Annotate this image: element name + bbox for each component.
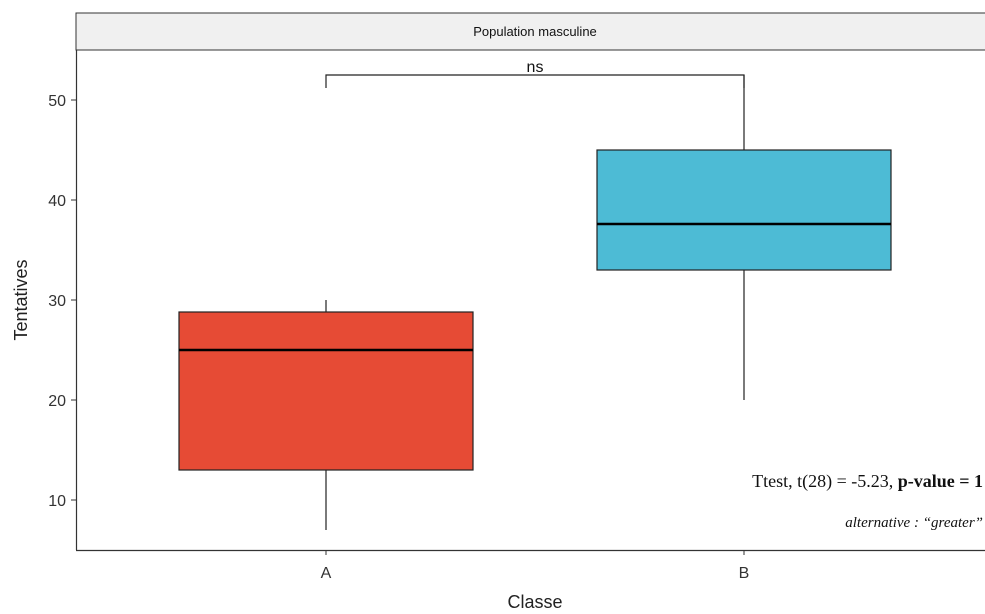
bracket-line (325, 74, 745, 88)
box-body (178, 311, 474, 471)
stat-alternative: alternative : “greater” (845, 515, 983, 531)
y-tick-label: 50 (48, 93, 66, 110)
y-tick-label: 40 (48, 193, 66, 210)
box-body (596, 149, 892, 271)
y-tick-label: 30 (48, 293, 66, 310)
stat-annotation: Ttest, t(28) = -5.23, p-value = 1 (752, 471, 983, 492)
stat-prefix: Ttest, t(28) = -5.23, (752, 471, 898, 492)
x-tick-label: A (321, 565, 332, 582)
box-a (178, 300, 474, 530)
facet-title: Population masculine (473, 24, 597, 39)
significance-bracket: ns (325, 59, 745, 88)
stat-pvalue: p-value = 1 (898, 471, 983, 491)
y-tick-label: 10 (48, 493, 66, 510)
y-axis-title: Tentatives (11, 259, 31, 340)
box-b (596, 75, 892, 400)
boxplots (178, 75, 892, 530)
x-tick-label: B (739, 565, 750, 582)
facet-strip (75, 12, 985, 51)
significance-label: ns (527, 59, 544, 76)
x-axis-title: Classe (507, 592, 562, 612)
y-tick-label: 20 (48, 393, 66, 410)
y-ticks: 10 20 30 40 50 (48, 93, 76, 510)
